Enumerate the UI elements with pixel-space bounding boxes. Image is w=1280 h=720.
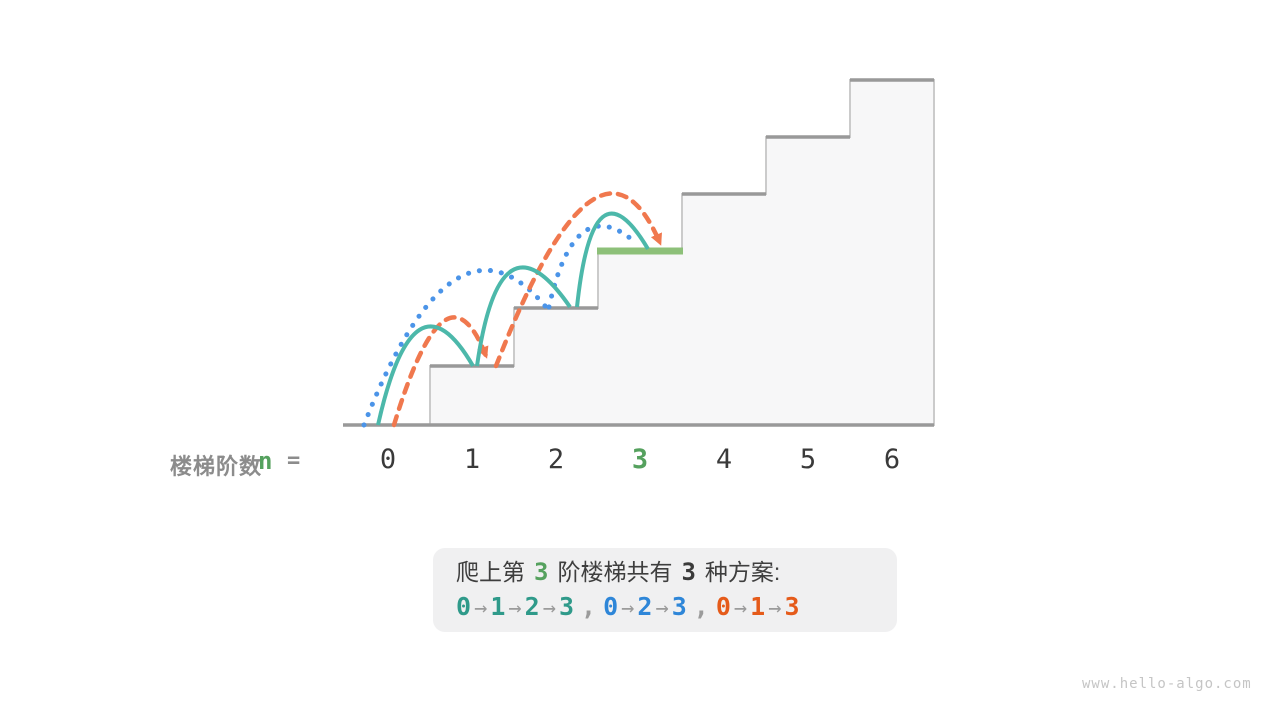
arrow-icon: → (542, 596, 556, 621)
sequence-step-number: 3 (671, 592, 687, 621)
caption-middle: 阶楼梯共有 (557, 559, 673, 585)
arrow-icon: → (733, 596, 748, 621)
sequence-step-number: 2 (637, 592, 653, 621)
sequence-step-number: 0 (456, 592, 472, 621)
arc-orange-0-1 (391, 315, 489, 428)
arc-teal-2-3 (575, 211, 650, 308)
axis-value-6: 6 (883, 444, 901, 475)
sequence-step-number: 1 (750, 592, 766, 621)
axis-value-5: 5 (799, 444, 817, 475)
caption-prefix: 爬上第 (456, 559, 525, 585)
arrow-icon: → (474, 596, 488, 621)
caption-step-number: 3 (534, 558, 549, 586)
arc-blue-0-2 (361, 267, 548, 428)
axis-value-2: 2 (547, 444, 565, 475)
sequence-step-number: 0 (715, 592, 731, 621)
axis-value-0: 0 (379, 444, 397, 475)
sequence-step-number: 2 (524, 592, 540, 621)
solution-sequences: 0 → 1 → 2 → 3, 0 → 2 → 3, 0 → 1 → 3 (456, 590, 897, 626)
axis-value-3-highlighted: 3 (631, 444, 649, 475)
arrow-icon: → (508, 596, 522, 621)
axis-value-4: 4 (715, 444, 733, 475)
arrow-icon: → (655, 596, 669, 621)
axis-variable-n: n (258, 447, 273, 475)
caption-count: 3 (681, 558, 696, 586)
axis-value-1: 1 (463, 444, 481, 475)
caption-suffix: 种方案: (704, 559, 781, 585)
arrow-icon: → (768, 596, 782, 621)
sequence-separator: , (581, 592, 597, 621)
arc-teal-0-1 (376, 324, 475, 426)
sequence-step-number: 0 (603, 592, 619, 621)
sequence-step-number: 3 (784, 592, 800, 621)
watermark: www.hello-algo.com (1082, 676, 1252, 692)
arc-orange-1-3 (493, 191, 663, 369)
arc-teal-1-2 (475, 265, 572, 367)
arrow-icon: → (621, 596, 635, 621)
sequence-step-number: 1 (490, 592, 506, 621)
axis-equals-sign: = (287, 448, 301, 473)
axis-label: 楼梯阶数 (170, 454, 263, 479)
sequence-separator: , (693, 592, 709, 621)
sequence-step-number: 3 (558, 592, 574, 621)
caption-summary-line: 爬上第 3 阶楼梯共有 3 种方案: (456, 556, 897, 588)
solution-caption-box: 爬上第 3 阶楼梯共有 3 种方案: 0 → 1 → 2 → 3, 0 → 2 → 3, 0 → 1 → 3 (433, 548, 897, 632)
